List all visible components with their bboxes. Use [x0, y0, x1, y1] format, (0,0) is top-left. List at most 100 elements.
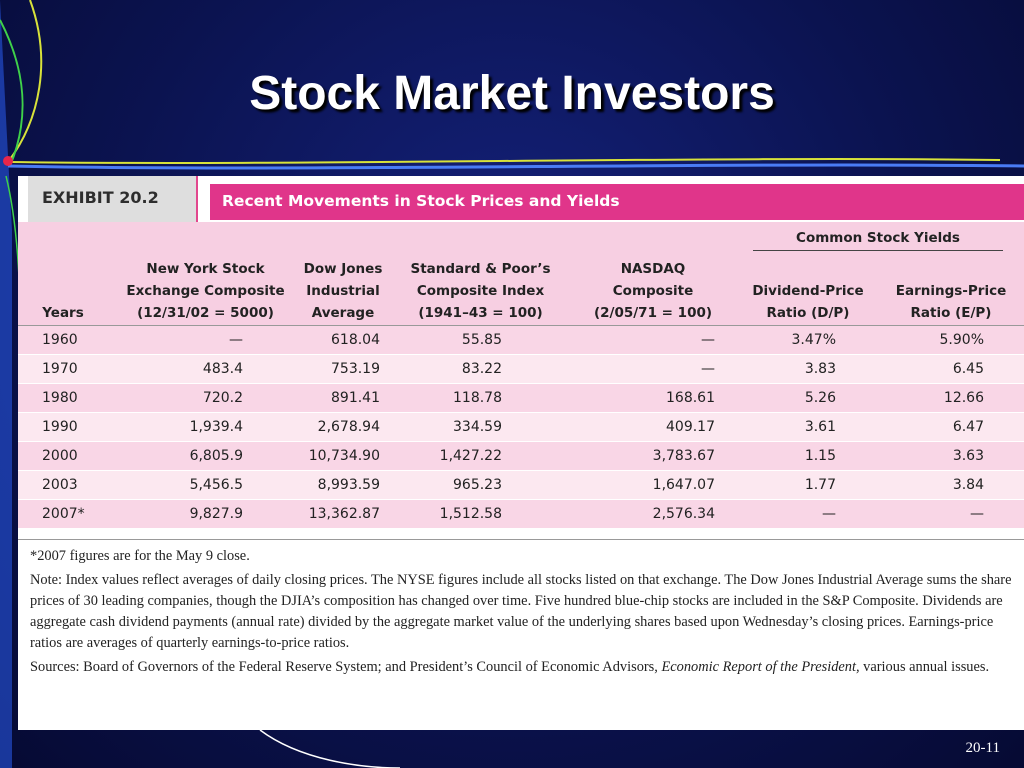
exhibit-figure: EXHIBIT 20.2 Recent Movements in Stock P… [18, 176, 1024, 730]
note-text: Note: Index values reflect averages of d… [30, 572, 1012, 651]
sources-prefix: Sources: Board of Governors of the Feder… [30, 659, 662, 675]
cell-nyse-composite: 483.4 [202, 361, 243, 377]
cell-nasdaq: 168.61 [666, 390, 715, 406]
cell-nyse-composite: 1,939.4 [189, 419, 243, 435]
column-header-line: (1941–43 = 100) [418, 305, 543, 321]
column-header-line: Industrial [306, 283, 380, 299]
column-header-line: (12/31/02 = 5000) [137, 305, 274, 321]
column-header-line: Average [311, 305, 375, 321]
column-header-line: Standard & Poor’s [410, 261, 551, 277]
cell-sp-composite: 83.22 [461, 361, 502, 377]
cell-dow-jones: 10,734.90 [308, 448, 380, 464]
cell-years: 1980 [42, 390, 78, 406]
column-header-line: (2/05/71 = 100) [593, 305, 713, 321]
exhibit-label: EXHIBIT 20.2 [28, 176, 198, 226]
cell-nasdaq: 409.17 [666, 419, 715, 435]
cell-earnings-price: 6.47 [952, 419, 984, 435]
cell-dividend-price: — [822, 506, 836, 522]
column-header-line: NASDAQ [620, 261, 686, 277]
cell-dividend-price: 3.61 [804, 419, 836, 435]
cell-dow-jones: 891.41 [331, 390, 380, 406]
cell-dividend-price: 5.26 [804, 390, 836, 406]
cell-nyse-composite: — [229, 332, 243, 348]
cell-dividend-price: 1.77 [804, 477, 836, 493]
cell-sp-composite: 118.78 [453, 390, 502, 406]
column-header-line: Exchange Composite [126, 283, 285, 299]
table-row: 1960 — 618.04 55.85 — 3.47% 5.90% [18, 326, 1024, 354]
table-row: 2003 5,456.5 8,993.59 965.23 1,647.07 1.77 3.8… [18, 471, 1024, 499]
table-row: 2007* 9,827.9 13,362.87 1,512.58 2,576.34 — — [18, 500, 1024, 528]
column-header-earnings-price: Earnings-Price Ratio (E/P) [883, 256, 1019, 324]
cell-dividend-price: 3.47% [791, 332, 836, 348]
blue-title-rule [7, 163, 1024, 170]
cell-nasdaq: 2,576.34 [652, 506, 715, 522]
cell-earnings-price: 3.84 [952, 477, 984, 493]
column-header-sp-composite: Standard & Poor’s Composite Index (1941–43… [403, 256, 558, 324]
cell-years: 2000 [42, 448, 78, 464]
table-row: 1980 720.2 891.41 118.78 168.61 5.26 12.66 [18, 384, 1024, 412]
cell-earnings-price: 6.45 [952, 361, 984, 377]
table-header-band [18, 222, 1024, 326]
page-number: 20-11 [965, 740, 1000, 756]
cell-sp-composite: 1,512.58 [439, 506, 502, 522]
cell-nasdaq: — [701, 361, 715, 377]
exhibit-title: Recent Movements in Stock Prices and Yie… [210, 184, 1024, 220]
cell-sp-composite: 1,427.22 [439, 448, 502, 464]
column-header-line: New York Stock [146, 261, 265, 277]
bottom-white-curve [259, 729, 401, 768]
column-header-line: Composite [612, 283, 694, 299]
cell-earnings-price: 3.63 [952, 448, 984, 464]
column-header-nasdaq: NASDAQ Composite (2/05/71 = 100) [578, 256, 728, 324]
column-header-line: Dow Jones [303, 261, 383, 277]
cell-sp-composite: 965.23 [453, 477, 502, 493]
cell-nasdaq: 1,647.07 [652, 477, 715, 493]
yellow-arc [7, 0, 43, 163]
group-header-common-stock-yields: Common Stock Yields [753, 226, 1003, 251]
cell-years: 2003 [42, 477, 78, 493]
table-row: 2000 6,805.9 10,734.90 1,427.22 3,783.67 1.15… [18, 442, 1024, 470]
cell-nyse-composite: 9,827.9 [189, 506, 243, 522]
header-rule [18, 325, 1024, 326]
cell-dow-jones: 618.04 [331, 332, 380, 348]
cell-dividend-price: 1.15 [804, 448, 836, 464]
cell-dow-jones: 13,362.87 [308, 506, 380, 522]
exhibit-header: EXHIBIT 20.2 Recent Movements in Stock P… [18, 176, 1024, 226]
column-header-line: Ratio (D/P) [766, 305, 850, 321]
cell-dividend-price: 3.83 [804, 361, 836, 377]
column-header-line: Composite Index [416, 283, 545, 299]
exhibit-notes: *2007 figures are for the May 9 close. N… [30, 546, 1020, 681]
cell-earnings-price: 12.66 [943, 390, 984, 406]
column-header-dividend-price: Dividend-Price Ratio (D/P) [743, 256, 873, 324]
footnote: *2007 figures are for the May 9 close. [30, 548, 250, 564]
column-header-dow-jones: Dow Jones Industrial Average [293, 256, 393, 324]
cell-earnings-price: — [970, 506, 984, 522]
cell-nyse-composite: 720.2 [202, 390, 243, 406]
slide-title: Stock Market Investors [249, 67, 775, 120]
column-header-line: Earnings-Price [895, 283, 1007, 299]
sources-italic: Economic Report of the President, [661, 659, 860, 675]
column-header-nyse-composite: New York Stock Exchange Composite (12/31/0… [118, 256, 293, 324]
column-header-years: Years [28, 256, 98, 324]
cell-earnings-price: 5.90% [939, 332, 984, 348]
table-row: 1970 483.4 753.19 83.22 — 3.83 6.45 [18, 355, 1024, 383]
cell-nyse-composite: 5,456.5 [189, 477, 243, 493]
cell-sp-composite: 334.59 [453, 419, 502, 435]
cell-nasdaq: 3,783.67 [652, 448, 715, 464]
cell-years: 1970 [42, 361, 78, 377]
table-bottom-rule [18, 539, 1024, 540]
table-row: 1990 1,939.4 2,678.94 334.59 409.17 3.61 6.47 [18, 413, 1024, 441]
column-header-line: Dividend-Price [752, 283, 864, 299]
sources-suffix: various annual issues. [859, 659, 990, 675]
cell-nasdaq: — [701, 332, 715, 348]
yellow-title-rule [7, 158, 1001, 164]
red-dot-icon [3, 156, 13, 166]
cell-years: 2007* [42, 506, 85, 522]
sources-text: Sources: Board of Governors of the Feder… [30, 657, 1020, 678]
cell-years: 1960 [42, 332, 78, 348]
column-header-line: Ratio (E/P) [910, 305, 992, 321]
cell-sp-composite: 55.85 [461, 332, 502, 348]
cell-dow-jones: 2,678.94 [317, 419, 380, 435]
cell-years: 1990 [42, 419, 78, 435]
green-arc [0, 19, 24, 167]
cell-dow-jones: 8,993.59 [317, 477, 380, 493]
